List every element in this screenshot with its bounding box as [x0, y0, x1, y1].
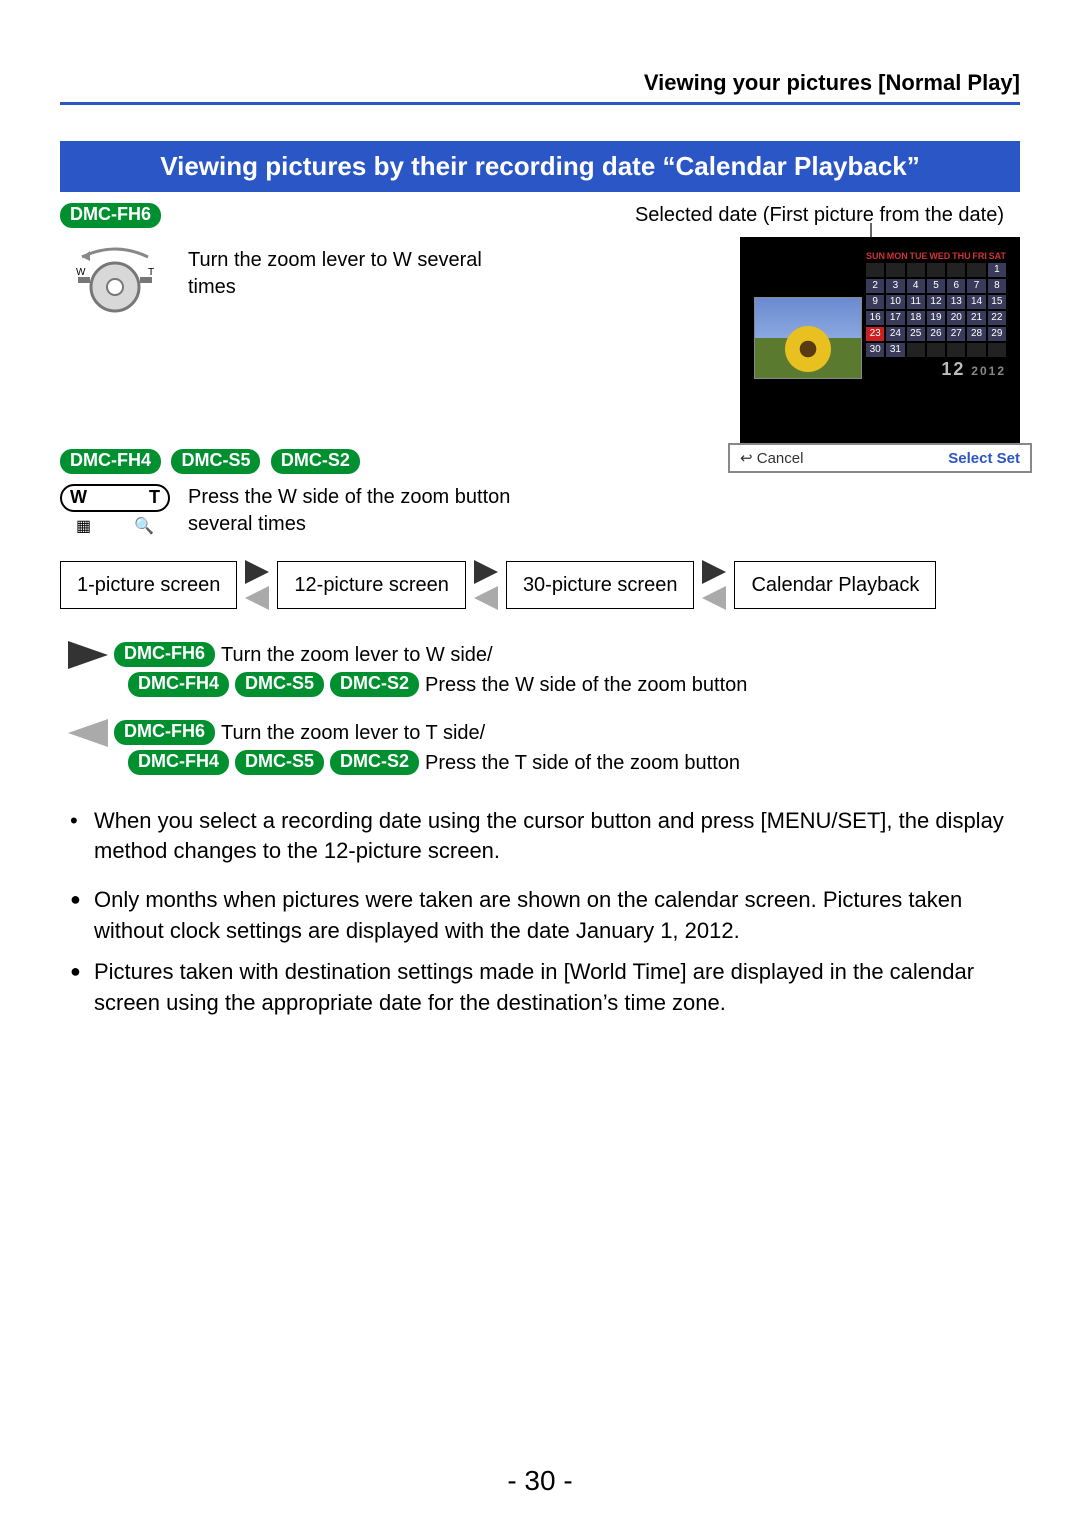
- calendar-grid: SUNMONTUEWEDTHUFRISAT 123456789101112131…: [866, 251, 1006, 380]
- note-list-2: Only months when pictures were taken are…: [70, 885, 1020, 1018]
- note-list-1: When you select a recording date using t…: [70, 806, 1020, 868]
- badge-fh6: DMC-FH6: [60, 203, 161, 228]
- flow-instructions: DMC-FH6 Turn the zoom lever to W side/ D…: [68, 640, 1020, 778]
- badge-fh6-3: DMC-FH6: [114, 720, 215, 745]
- instr-2b: Press the T side of the zoom button: [425, 748, 740, 778]
- cancel-label: ↩ Cancel: [740, 449, 803, 467]
- flow-arrows-1: [245, 560, 269, 610]
- flow-box-1: 1-picture screen: [60, 561, 237, 609]
- note-3: Pictures taken with destination settings…: [70, 957, 1020, 1019]
- instr-1a: Turn the zoom lever to W side/: [221, 640, 493, 670]
- instr-1b: Press the W side of the zoom button: [425, 670, 747, 700]
- breadcrumb: Viewing your pictures [Normal Play]: [60, 70, 1020, 96]
- zoom-lever-icon: W T: [60, 237, 170, 322]
- arrow-left-icon: [68, 719, 108, 747]
- page-number: - 30 -: [0, 1465, 1080, 1497]
- flow-box-4: Calendar Playback: [734, 561, 936, 609]
- calendar-thumb: [754, 297, 862, 379]
- calendar-year: 2012: [971, 364, 1006, 378]
- badge-s2-2: DMC-S2: [330, 672, 419, 697]
- multi-icon: ▦: [76, 516, 91, 536]
- instr-2a: Turn the zoom lever to T side/: [221, 718, 485, 748]
- badge-fh6-2: DMC-FH6: [114, 642, 215, 667]
- badge-s2: DMC-S2: [271, 449, 360, 474]
- flow-arrows-3: [702, 560, 726, 610]
- fh6-instruction-text: Turn the zoom lever to W several times: [188, 247, 488, 301]
- calendar-month: 12: [941, 359, 965, 379]
- badge-s2-3: DMC-S2: [330, 750, 419, 775]
- zoom-button-icon: W T ▦ 🔍: [60, 480, 170, 536]
- badge-fh4-2: DMC-FH4: [128, 672, 229, 697]
- arrow-right-icon: [68, 641, 108, 669]
- badge-s5-2: DMC-S5: [235, 672, 324, 697]
- badge-fh4: DMC-FH4: [60, 449, 161, 474]
- select-set-label: Select Set: [948, 450, 1020, 467]
- divider: [60, 102, 1020, 105]
- note-2: Only months when pictures were taken are…: [70, 885, 1020, 947]
- page: Viewing your pictures [Normal Play] View…: [0, 0, 1080, 1535]
- selected-date-label: Selected date (First picture from the da…: [635, 202, 1004, 229]
- badge-s5-3: DMC-S5: [235, 750, 324, 775]
- svg-text:T: T: [148, 267, 154, 278]
- zoom-button-t: T: [149, 487, 160, 508]
- flow-box-2: 12-picture screen: [277, 561, 466, 609]
- badge-fh4-3: DMC-FH4: [128, 750, 229, 775]
- zoom-button-w: W: [70, 487, 87, 508]
- note-1: When you select a recording date using t…: [70, 806, 1020, 868]
- section-title: Viewing pictures by their recording date…: [60, 141, 1020, 192]
- others-instruction-text: Press the W side of the zoom button seve…: [170, 484, 528, 538]
- camera-bottom-bar: ↩ Cancel Select Set: [728, 443, 1032, 473]
- svg-text:W: W: [76, 267, 86, 278]
- flow-diagram: 1-picture screen 12-picture screen 30-pi…: [60, 560, 1020, 610]
- flow-box-3: 30-picture screen: [506, 561, 695, 609]
- flow-arrows-2: [474, 560, 498, 610]
- magnify-icon: 🔍: [134, 516, 154, 536]
- badge-s5: DMC-S5: [171, 449, 260, 474]
- camera-screen: SUNMONTUEWEDTHUFRISAT 123456789101112131…: [740, 237, 1020, 443]
